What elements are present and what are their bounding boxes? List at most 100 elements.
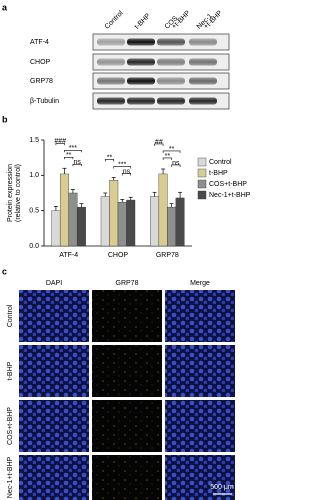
bar: [76, 206, 86, 247]
significance-label: ###: [54, 138, 66, 145]
micrograph: [165, 290, 235, 342]
blot-band: [189, 38, 217, 46]
bar: [59, 173, 69, 247]
significance-label: **: [165, 153, 171, 160]
bar: [167, 206, 177, 247]
y-tick-label: 0.0: [29, 243, 39, 250]
significance-bracket: [171, 164, 181, 167]
blot-band: [157, 58, 185, 66]
legend-swatch: [197, 157, 207, 167]
blot-band: [127, 38, 155, 46]
column-label: DAPI: [46, 280, 62, 287]
legend-label: Nec-1+t-BHP: [209, 192, 251, 199]
error-bar: [62, 167, 67, 174]
blot-band: [97, 38, 125, 46]
significance-label: ns: [172, 160, 180, 167]
blot-band: [157, 38, 185, 46]
row-label: t-BHP: [7, 361, 14, 380]
micrograph: [165, 455, 235, 500]
row-label: COS+t-BHP: [7, 407, 14, 445]
significance-label: ##: [155, 139, 163, 146]
row-label: Control: [7, 304, 14, 327]
significance-label: **: [169, 146, 175, 153]
micrograph: [19, 400, 89, 452]
bar: [117, 201, 127, 247]
error-bar: [128, 196, 133, 201]
legend-label: Control: [209, 159, 232, 166]
blot-band: [127, 58, 155, 66]
error-bar: [120, 199, 125, 203]
significance-label: **: [66, 152, 72, 159]
micrograph: [19, 345, 89, 397]
error-bar: [169, 203, 174, 208]
legend-label: t-BHP: [209, 170, 228, 177]
significance-bracket: [64, 156, 74, 160]
x-tick-label: ATF-4: [59, 252, 78, 259]
significance-bracket: [113, 166, 132, 169]
x-tick-label: CHOP: [108, 252, 129, 259]
error-bar: [111, 177, 116, 181]
significance-bracket: [154, 143, 164, 146]
x-tick-label: GRP78: [156, 252, 179, 259]
y-tick-label: 1.0: [29, 172, 39, 179]
significance-label: ***: [69, 145, 77, 152]
legend-swatch: [197, 168, 207, 178]
significance-bracket: [104, 159, 115, 162]
figure: a b c Control t-BHP COS+t-BHP Nec-1+t-BHP ATF-4…: [2, 2, 251, 500]
error-bar: [161, 168, 166, 174]
blot-band: [157, 77, 185, 85]
blot-band: [127, 97, 155, 105]
micrograph: [92, 400, 162, 452]
protein-label: GRP78: [30, 78, 53, 85]
bar: [126, 199, 136, 247]
blot-band: [189, 97, 217, 105]
column-label: GRP78: [116, 280, 139, 287]
error-bar: [178, 191, 183, 198]
panel-label: a: [2, 2, 8, 12]
blot-band: [97, 77, 125, 85]
micrograph: [19, 455, 89, 500]
protein-label: β-Tubulin: [30, 98, 59, 105]
legend-swatch: [197, 179, 207, 189]
blot-band: [97, 97, 125, 105]
micrograph: [92, 290, 162, 342]
bar: [158, 173, 168, 247]
blot-band: [189, 77, 217, 85]
y-tick-label: 1.5: [29, 137, 39, 144]
column-label: Merge: [190, 280, 210, 287]
blot-band: [127, 77, 155, 85]
significance-label: ***: [118, 161, 126, 168]
legend-swatch: [197, 190, 207, 200]
y-axis-label: Protein expression: [7, 164, 14, 222]
protein-label: CHOP: [30, 59, 51, 66]
protein-label: ATF-4: [30, 39, 49, 46]
row-label: Nec-1+t-BHP: [7, 456, 14, 498]
blot-band: [189, 58, 217, 66]
micrograph: [165, 345, 235, 397]
micrograph: [19, 290, 89, 342]
significance-bracket: [162, 157, 172, 160]
panel-label: c: [2, 266, 7, 276]
bar: [150, 196, 160, 247]
lane-label: t-BHP: [134, 12, 152, 30]
blot-band: [97, 58, 125, 66]
y-axis-label: (relative to control): [15, 164, 22, 222]
significance-bracket: [121, 173, 132, 176]
significance-bracket: [55, 142, 65, 146]
legend-label: COS+t-BHP: [209, 181, 247, 188]
micrograph: [165, 400, 235, 452]
significance-label: ns: [123, 168, 131, 175]
micrograph: [92, 455, 162, 500]
bar: [100, 196, 110, 247]
error-bar: [79, 203, 84, 208]
significance-bracket: [162, 150, 181, 153]
significance-bracket: [64, 149, 82, 153]
error-bar: [53, 206, 58, 211]
micrograph: [92, 345, 162, 397]
bar: [51, 210, 61, 247]
error-bar: [70, 189, 75, 193]
bar: [109, 180, 119, 247]
significance-label: **: [107, 154, 113, 161]
scale-bar-label: 500 μm: [210, 484, 234, 491]
significance-bracket: [72, 163, 82, 167]
